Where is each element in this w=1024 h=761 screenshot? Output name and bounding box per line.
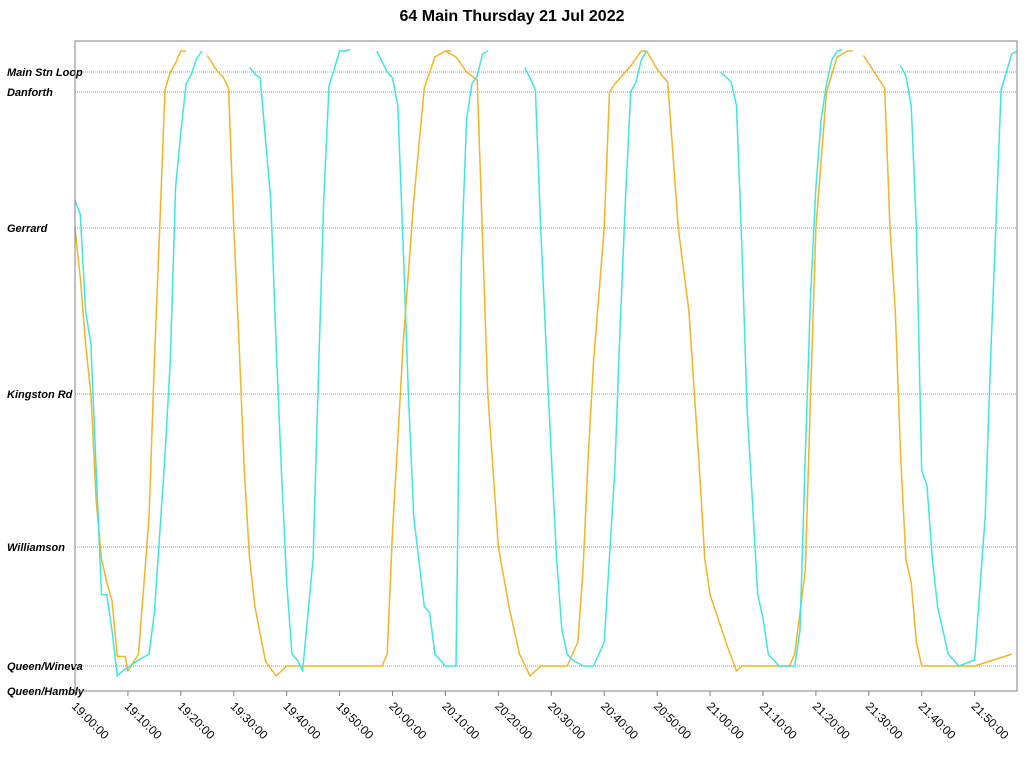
stop-label: Queen/Hambly: [7, 686, 85, 698]
trip-line: [249, 48, 351, 672]
x-tick-label: 20:10:00: [439, 699, 482, 742]
x-tick-label: 19:30:00: [228, 699, 271, 742]
x-tick-label: 21:40:00: [916, 699, 959, 742]
gridlines: [75, 71, 1017, 667]
x-tick-label: 19:10:00: [122, 699, 165, 742]
plot-area-frame: [74, 40, 1018, 692]
x-tick-label: 19:50:00: [333, 699, 376, 742]
trip-line: [376, 50, 489, 667]
trip-line: [720, 48, 843, 667]
x-tick-label: 21:50:00: [969, 699, 1012, 742]
trip-line: [206, 50, 451, 677]
trip-line: [645, 50, 853, 672]
x-tick-label: 19:00:00: [69, 699, 112, 742]
trip-line: [524, 50, 648, 667]
stop-label: Danforth: [7, 87, 53, 99]
x-tick-label: 20:50:00: [651, 699, 694, 742]
trip-line: [899, 50, 1018, 667]
x-tick-label: 21:00:00: [704, 699, 747, 742]
trip-lines: [74, 48, 1018, 677]
x-tick-label: 20:30:00: [545, 699, 588, 742]
x-axis-ticks: 19:00:00 19:10:00 19:20:00 19:30:00 19:40:00…: [69, 691, 1012, 742]
stop-label: Main Stn Loop: [7, 67, 83, 79]
x-tick-label: 21:30:00: [863, 699, 906, 742]
stop-label: Gerrard: [7, 223, 48, 235]
trip-line: [445, 50, 647, 677]
x-tick-label: 20:20:00: [492, 699, 535, 742]
x-tick-label: 21:10:00: [757, 699, 800, 742]
stop-label: Queen/Wineva: [7, 661, 83, 673]
trip-line: [74, 50, 203, 677]
trip-line: [862, 55, 1012, 667]
x-tick-label: 20:40:00: [598, 699, 641, 742]
x-tick-label: 20:00:00: [386, 699, 429, 742]
x-tick-label: 19:20:00: [175, 699, 218, 742]
chart-title: 64 Main Thursday 21 Jul 2022: [399, 8, 625, 25]
trip-line: [74, 50, 187, 672]
stop-label: Kingston Rd: [7, 389, 73, 401]
x-tick-label: 21:20:00: [810, 699, 853, 742]
x-tick-label: 19:40:00: [281, 699, 324, 742]
stop-label: Williamson: [7, 542, 65, 554]
stop-labels: Main Stn Loop Danforth Gerrard Kingston Rd W…: [7, 67, 85, 698]
